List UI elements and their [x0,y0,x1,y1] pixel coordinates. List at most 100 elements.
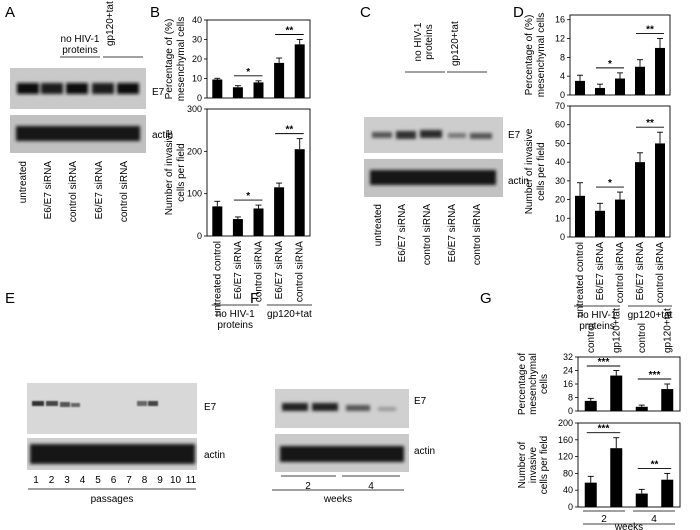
significance-label: * [608,178,612,189]
g-condition-label: control [637,323,648,353]
blot-f-e7-label: E7 [414,396,427,407]
y-tick-label: 0 [197,93,202,103]
panel-label-g: G [480,290,492,307]
bar [661,479,674,507]
group-label: no HIV-1 [216,309,255,320]
category-label: untreated control [212,241,223,316]
blot-a-group1-line1: no HIV-1 [61,34,100,45]
group-label: proteins [217,320,253,331]
blot-a-lane-2: E6/E7 siRNA [43,161,54,220]
y-tick-label: 8 [560,52,565,62]
bar [615,199,625,237]
bar [595,210,605,237]
category-label: control siRNA [254,241,265,302]
y-tick-label: 0 [568,406,573,416]
y-tick-label: 200 [187,146,202,156]
y-tick-label: 20 [555,195,565,205]
y-tick-label: 30 [192,35,202,45]
y-axis-label: cells per field [536,142,547,200]
bar [274,62,285,98]
blot-e: E7 actin [27,383,225,470]
significance-label: *** [598,357,610,368]
bar [655,47,665,95]
blot-e-e7-label: E7 [204,402,217,413]
passages-label: passages [91,494,134,505]
y-tick-label: 40 [555,157,565,167]
plot-frame [577,422,681,508]
blot-e-lane: 11 [186,475,197,486]
significance-label: * [246,67,250,78]
category-label: E6/E7 siRNA [274,241,285,300]
significance-label: ** [646,118,654,129]
blot-f-actin-label: actin [414,446,435,457]
blot-e-lane: 10 [170,475,182,486]
chart-g-invasive: 0 40 80 120 160 200 Number of invasive cells per… [517,418,681,512]
bar [294,149,305,236]
blot-a-lane-1: untreated [18,161,29,203]
blot-a-e7-label: E7 [152,87,165,98]
y-tick-label: 16 [555,15,565,25]
y-axis-label: mesenchymal [528,353,539,415]
bar [661,389,674,411]
y-axis-label: cells [539,374,550,394]
blot-f-weeks-label: weeks [323,494,352,505]
chart-b-invasive: 0 100 200 300 Number of invasive cells per fi… [164,104,311,241]
bar [635,162,645,237]
y-axis-label: invasive [528,447,539,484]
y-tick-label: 32 [563,352,573,362]
bar [575,195,585,237]
bar [595,87,605,95]
category-label: E6/E7 siRNA [233,241,244,300]
bar [253,208,264,236]
blot-c-actin-label: actin [508,176,529,187]
g-week-label: 4 [651,514,657,525]
y-tick-label: 0 [197,231,202,241]
y-tick-label: 8 [568,393,573,403]
y-tick-label: 30 [555,176,565,186]
bar [212,206,223,236]
y-axis-label: Percentage of [517,353,528,415]
bar [635,493,648,507]
bar [212,79,223,98]
bar [610,448,623,507]
group-label: no HIV-1 [578,310,617,321]
blot-e-lane: 2 [49,475,55,486]
bar [635,406,648,411]
y-tick-label: 200 [558,418,573,428]
bar [655,143,665,237]
chart-b-mesenchymal: 0 10 20 30 40 Percentage of (%) mesenchymal ce… [164,15,311,103]
category-label: control siRNA [615,242,626,303]
group-label: proteins [579,321,615,332]
blot-c-lane-4: E6/E7 siRNA [447,204,458,263]
blot-a-group2: gp120+tat [105,1,116,46]
panel-label-c: C [360,4,371,21]
y-axis-label: mesenchymal cells [176,17,187,101]
y-tick-label: 100 [187,189,202,199]
blot-e-lane: 8 [142,475,148,486]
bar [253,82,264,98]
y-tick-label: 16 [563,379,573,389]
chart-d-mesenchymal: 0 4 8 12 16 Percentage of (%) mesenchymal cell… [524,13,671,100]
g-condition-label: gp120+tat [662,308,673,353]
y-axis-label: Percentage of (%) [524,15,535,96]
blot-a-lane-5: control siRNA [119,161,130,222]
g-week-label: 2 [601,514,607,525]
y-axis-label: Number of invasive [164,129,175,215]
group-label: gp120+tat [628,310,673,321]
blot-e-lane: 3 [64,475,70,486]
blot-c-lane-5: control siRNA [472,204,483,265]
blot-c-group1-line1: no HIV-1 [413,22,424,61]
blot-a-lane-4: E6/E7 siRNA [94,161,105,220]
y-tick-label: 300 [187,104,202,114]
bar [635,66,645,95]
y-tick-label: 12 [555,34,565,44]
blot-e-lane: 1 [33,475,39,486]
significance-label: ** [651,459,659,470]
g-condition-label: control [586,323,597,353]
y-tick-label: 40 [192,15,202,25]
significance-label: * [608,59,612,70]
blot-f: E7 actin 2 4 [275,389,435,492]
significance-label: *** [598,424,610,435]
y-tick-label: 24 [563,366,573,376]
y-tick-label: 70 [555,101,565,111]
